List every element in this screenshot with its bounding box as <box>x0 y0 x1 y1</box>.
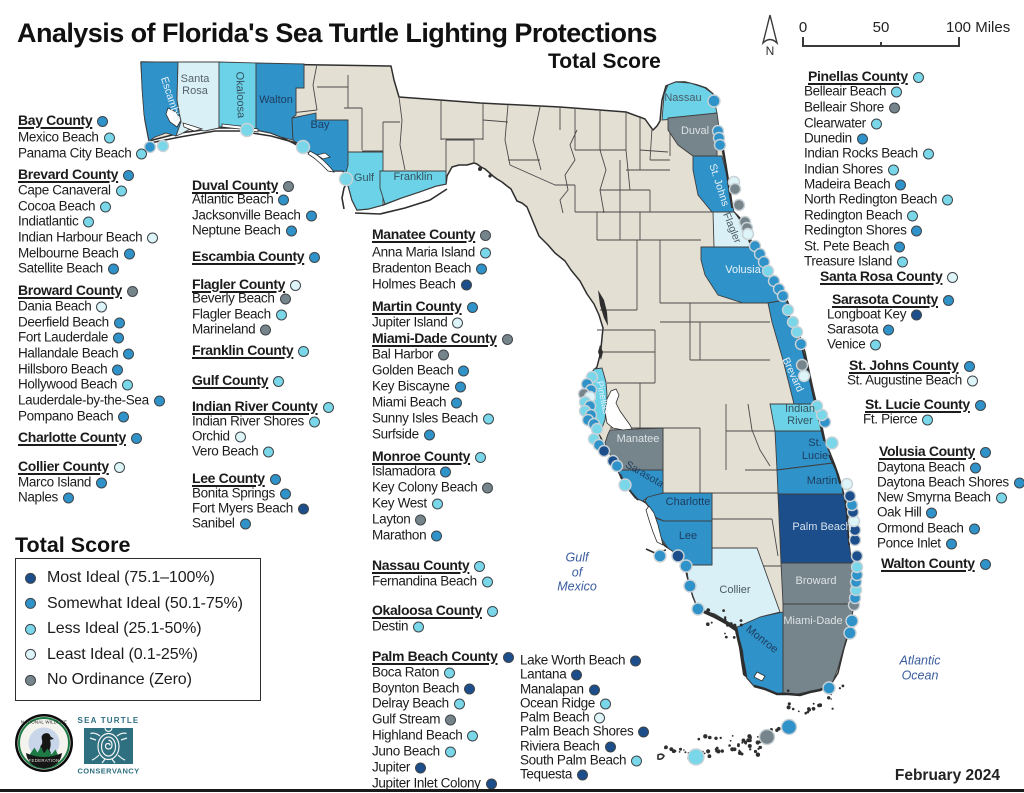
svg-text:0: 0 <box>799 19 807 36</box>
svg-text:Rosa: Rosa <box>182 85 209 97</box>
svg-text:Walton: Walton <box>259 94 293 106</box>
svg-text:Martin: Martin <box>807 475 838 487</box>
svg-text:Collier: Collier <box>719 584 751 596</box>
svg-text:Gulf: Gulf <box>354 172 375 184</box>
svg-text:Volusia: Volusia <box>725 264 761 276</box>
svg-text:SEA TURTLE: SEA TURTLE <box>78 716 140 725</box>
svg-text:Manatee: Manatee <box>617 433 660 445</box>
svg-text:Franklin: Franklin <box>393 171 432 183</box>
svg-text:N: N <box>766 44 775 58</box>
svg-text:Santa: Santa <box>181 73 211 85</box>
svg-text:Lee: Lee <box>679 530 697 542</box>
svg-text:Broward: Broward <box>796 575 837 587</box>
svg-text:Palm Beach: Palm Beach <box>792 521 851 533</box>
svg-text:50: 50 <box>873 19 890 36</box>
svg-text:NATIONAL WILDLIFE: NATIONAL WILDLIFE <box>21 720 67 725</box>
svg-text:100 Miles: 100 Miles <box>946 19 1010 36</box>
svg-text:St.: St. <box>808 437 821 449</box>
svg-text:FEDERATION: FEDERATION <box>29 758 60 763</box>
svg-text:CONSERVANCY: CONSERVANCY <box>77 767 139 776</box>
svg-text:Duval: Duval <box>681 125 709 137</box>
svg-text:Charlotte: Charlotte <box>666 496 711 508</box>
svg-text:Lucie: Lucie <box>802 450 828 462</box>
svg-text:Okaloosa: Okaloosa <box>233 71 247 119</box>
svg-text:Miami-Dade: Miami-Dade <box>783 615 842 627</box>
svg-text:Nassau: Nassau <box>664 92 701 104</box>
svg-text:Indian: Indian <box>785 403 815 415</box>
svg-text:Bay: Bay <box>311 119 330 131</box>
svg-text:River: River <box>787 415 813 427</box>
